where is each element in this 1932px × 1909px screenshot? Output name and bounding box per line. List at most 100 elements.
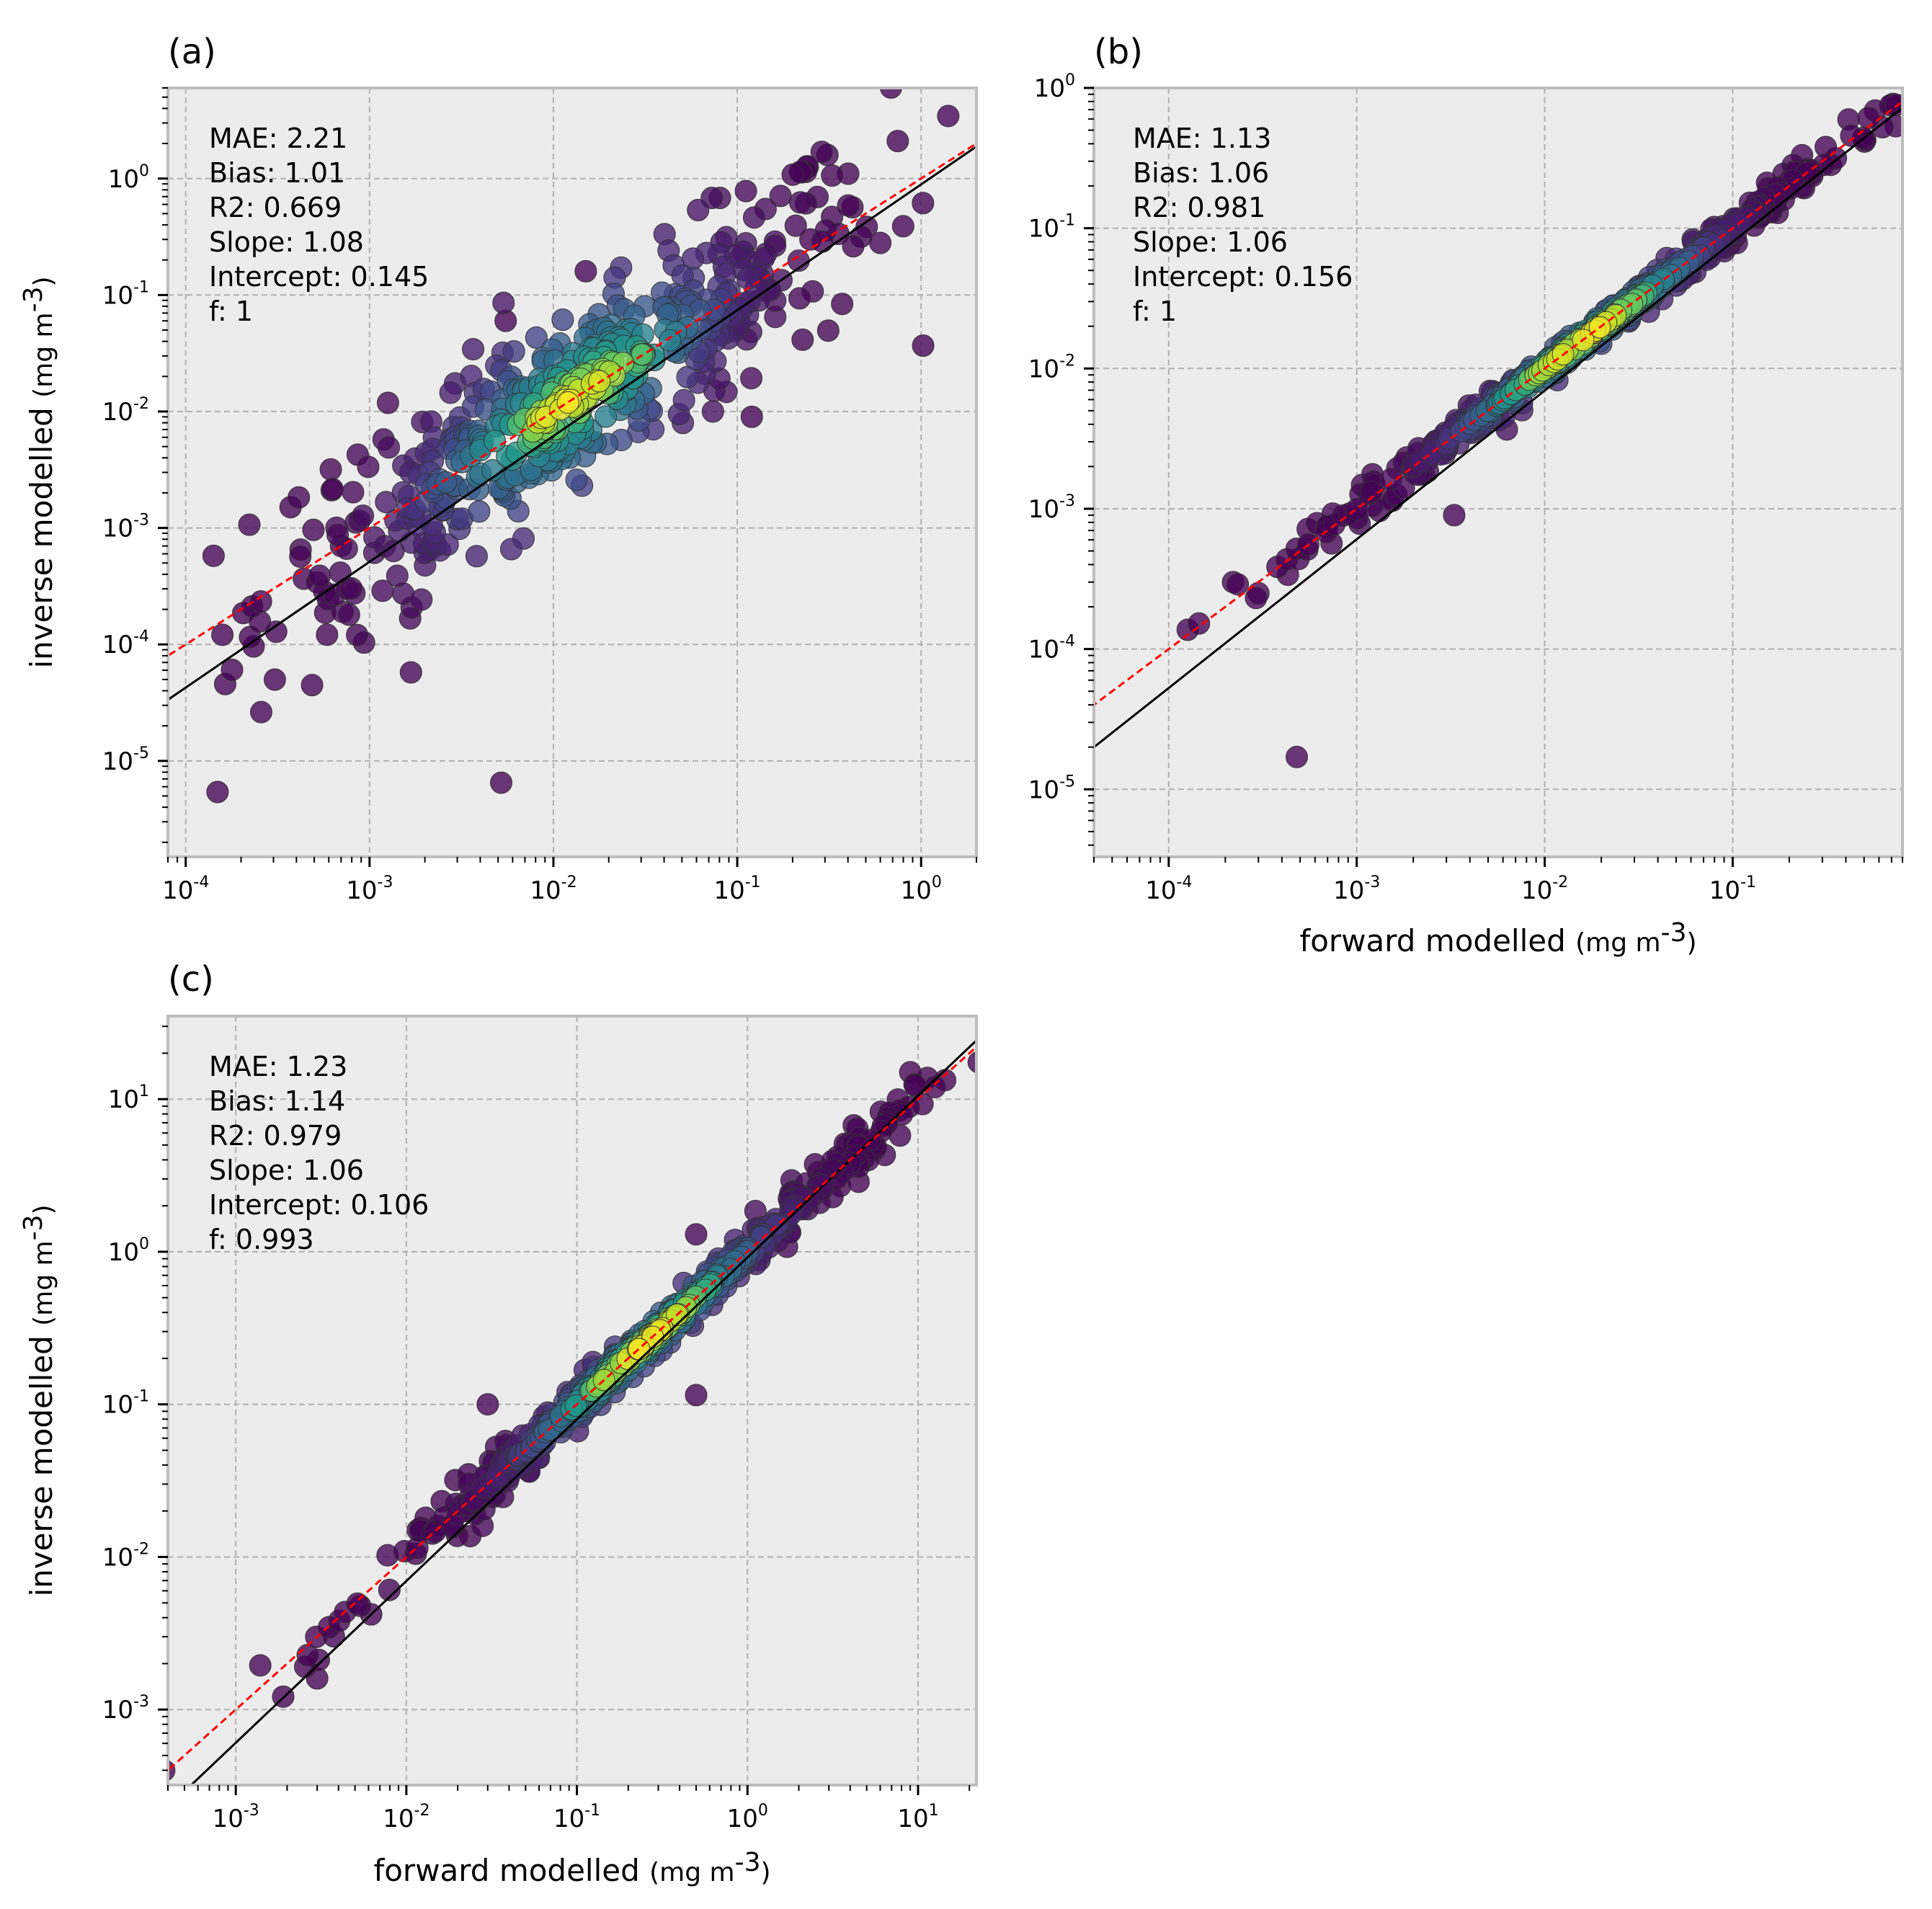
data-point	[337, 603, 360, 626]
data-point	[659, 329, 682, 352]
data-point	[502, 340, 525, 363]
data-point	[879, 88, 902, 99]
data-point	[1917, 58, 1932, 79]
data-point	[672, 388, 695, 411]
y-tick-label: 10-5	[102, 744, 149, 776]
data-point	[685, 1223, 708, 1246]
data-point	[831, 293, 854, 316]
data-point	[249, 700, 272, 724]
panel-b: 10-4 10-3 10-2 10-1 10-5 10-4 10-3 10-2 10-1 100 (…	[1028, 32, 1932, 958]
data-point	[346, 623, 369, 646]
data-point	[769, 184, 792, 208]
data-point	[378, 1578, 401, 1601]
data-point	[249, 1654, 272, 1677]
panel-title: (a)	[168, 32, 216, 72]
scatter-points	[109, 88, 1008, 804]
data-point	[1014, 1000, 1036, 1021]
data-point	[202, 544, 225, 567]
stat-line: R2: 0.979	[209, 1120, 342, 1152]
x-tick-label: 100	[901, 873, 942, 905]
y-tick-label: 10-5	[1028, 773, 1075, 804]
data-point	[375, 491, 398, 514]
data-point	[399, 661, 422, 684]
data-point	[1443, 504, 1466, 527]
data-point	[987, 262, 1008, 284]
one-to-one-line	[168, 1045, 976, 1772]
data-point	[886, 130, 909, 153]
data-point	[1380, 468, 1403, 491]
data-point	[784, 214, 807, 237]
data-point	[837, 194, 860, 217]
stat-line: MAE: 1.13	[1133, 123, 1271, 154]
data-point	[1000, 1010, 1022, 1032]
y-tick-label: 10-1	[1028, 212, 1075, 244]
data-point	[288, 486, 311, 509]
data-point	[937, 104, 960, 128]
y-tick-label: 10-3	[102, 512, 149, 543]
stat-line: Intercept: 0.145	[209, 261, 429, 293]
data-point	[339, 577, 362, 600]
fit-line	[168, 145, 976, 701]
data-point	[238, 513, 261, 536]
data-point	[116, 597, 138, 618]
data-point	[736, 267, 760, 290]
data-point	[740, 367, 763, 390]
x-tick-label: 10-1	[553, 1802, 600, 1833]
stat-line: MAE: 1.23	[209, 1051, 347, 1082]
data-point	[263, 668, 286, 691]
stat-line: Intercept: 0.106	[209, 1189, 429, 1221]
data-point	[788, 191, 811, 214]
data-point	[992, 1030, 1013, 1051]
data-point	[316, 623, 339, 646]
y-tick-label: 10-1	[102, 278, 149, 310]
y-tick-label: 100	[108, 162, 149, 194]
data-point	[512, 527, 535, 550]
panel-a: 10-4 10-3 10-2 10-1 100 10-5 10-4 10-3 10-2 10-1 1…	[19, 32, 1008, 905]
stat-line: R2: 0.981	[1133, 192, 1265, 223]
stat-line: f: 0.993	[209, 1224, 314, 1255]
data-point	[1227, 573, 1250, 596]
data-point	[740, 405, 763, 428]
data-point	[465, 545, 488, 568]
one-to-one-line	[168, 142, 976, 657]
one-to-one-line	[1094, 99, 1902, 706]
y-tick-label: 10-3	[102, 1693, 149, 1725]
data-point	[468, 500, 491, 523]
data-point	[289, 545, 312, 568]
stat-line: MAE: 2.21	[209, 123, 347, 154]
data-point	[346, 1592, 369, 1615]
stat-line: Intercept: 0.156	[1133, 261, 1353, 293]
reference-lines	[168, 142, 976, 701]
data-point	[435, 471, 458, 494]
data-point	[891, 215, 914, 238]
stat-line: Bias: 1.06	[1133, 157, 1269, 189]
data-point	[378, 436, 401, 459]
x-tick-label: 100	[727, 1802, 768, 1833]
y-tick-label: 101	[108, 1082, 149, 1114]
data-point	[912, 192, 935, 215]
y-tick-label: 10-4	[102, 628, 149, 659]
data-point	[742, 206, 765, 229]
y-axis-label: inverse modelled (mg m-3)	[19, 276, 59, 668]
data-point	[342, 481, 365, 504]
data-point	[685, 1384, 708, 1407]
data-point	[842, 235, 865, 258]
data-point	[492, 291, 515, 314]
data-point	[1188, 612, 1211, 635]
data-point	[109, 658, 130, 680]
x-tick-label: 101	[897, 1802, 938, 1833]
data-point	[551, 308, 574, 331]
stat-line: Slope: 1.06	[1133, 226, 1288, 258]
panel-title: (b)	[1094, 32, 1143, 72]
fit-line	[190, 1038, 976, 1785]
data-point	[329, 561, 352, 584]
data-point	[376, 391, 399, 414]
y-axis-label: inverse modelled (mg m-3)	[19, 1204, 59, 1596]
data-point	[1286, 745, 1309, 768]
data-point	[1245, 587, 1268, 610]
data-point	[321, 478, 344, 501]
x-tick-label: 10-2	[1521, 873, 1568, 905]
data-point	[490, 771, 513, 794]
x-tick-label: 10-2	[383, 1802, 429, 1833]
